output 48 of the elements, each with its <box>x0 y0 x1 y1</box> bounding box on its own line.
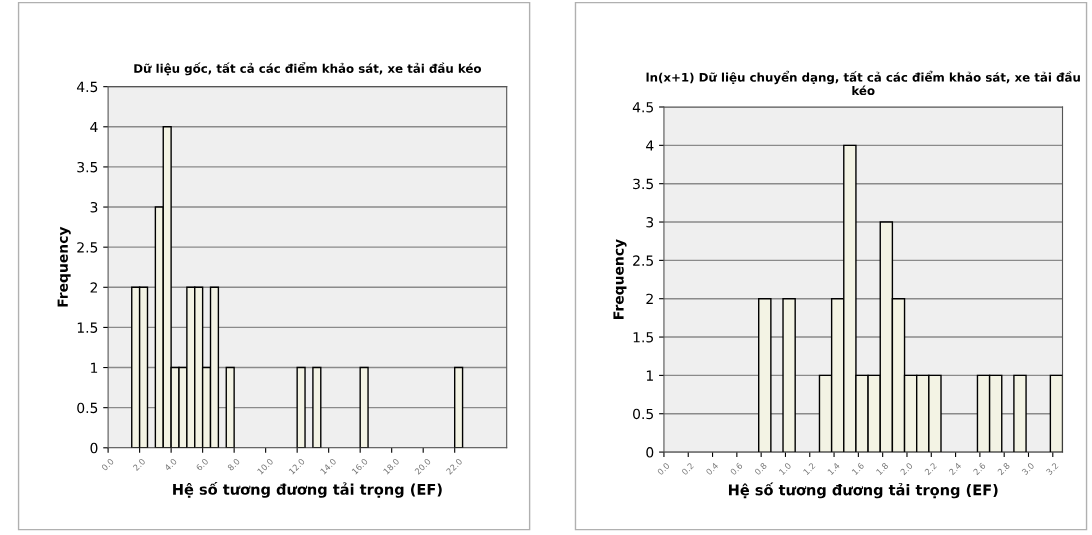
x-tick-label: 1.2 <box>802 462 816 475</box>
y-tick-label: 0 <box>90 442 98 454</box>
x-tick-label: 1.4 <box>827 462 841 475</box>
y-tick-label: 1 <box>91 362 98 373</box>
y-tick-label: 3.5 <box>633 178 653 190</box>
y-tick-label: 3.5 <box>77 161 98 173</box>
x-axis-title: Hệ số tương đương tải trọng (EF) <box>173 481 442 498</box>
x-tick-label: 0.4 <box>705 462 719 476</box>
y-tick-label: 2.5 <box>633 255 653 266</box>
x-tick-label: 8.0 <box>227 458 241 472</box>
x-axis-title: Hệ số tương đương tải trọng (EF) <box>728 482 998 499</box>
chart-title: ln(x+1) Dữ liệu chuyển dạng, tất cả các điểm khảo sát, xe tải đầu kéo <box>646 70 1080 96</box>
x-tick-label: 3.2 <box>1045 462 1059 476</box>
y-tick-label: 0.5 <box>77 402 98 414</box>
x-tick-label: 2.0 <box>132 458 146 472</box>
y-tick-label: 4 <box>646 140 654 151</box>
y-tick-label: 1.5 <box>77 322 98 333</box>
x-tick-label: 1.6 <box>851 462 865 476</box>
y-tick-label: 2 <box>90 282 97 293</box>
x-tick-label: 0.8 <box>754 462 768 476</box>
x-tick-label: 2.0 <box>899 462 913 476</box>
y-tick-label: 0 <box>646 447 654 458</box>
y-tick-label: 1 <box>646 370 653 381</box>
x-tick-label: 2.6 <box>972 462 986 476</box>
y-tick-label: 4.5 <box>76 81 98 93</box>
y-tick-label: 0.5 <box>633 408 653 420</box>
x-tick-label: 0.2 <box>681 462 695 476</box>
x-tick-label: 0.6 <box>729 462 743 476</box>
y-tick-label: 1.5 <box>633 332 653 343</box>
y-tick-label: 3 <box>90 202 98 213</box>
x-tick-label: 2.4 <box>948 462 962 476</box>
x-tick-label: 2.8 <box>997 462 1011 476</box>
x-tick-label: 6.0 <box>195 458 209 472</box>
y-tick-label: 4 <box>90 121 98 133</box>
x-tick-label: 3.0 <box>1021 462 1035 476</box>
x-tick-label: 0.0 <box>101 458 115 472</box>
y-tick-label: 4.5 <box>632 102 653 113</box>
x-tick-label: 2.2 <box>924 462 937 476</box>
chart-title: Dữ liệu gốc, tất cả các điểm khảo sát, xe tải đầu kéo <box>134 62 482 76</box>
x-tick-label: 4.0 <box>163 458 178 472</box>
y-tick-label: 2 <box>646 293 653 304</box>
x-tick-label: 1.8 <box>875 462 889 476</box>
y-tick-label: 2.5 <box>77 242 98 253</box>
y-tick-label: 3 <box>646 216 654 228</box>
x-tick-label: 1.0 <box>778 462 792 476</box>
x-tick-label: 0.0 <box>656 462 670 476</box>
y-axis-title: Frequency <box>57 226 71 307</box>
y-axis-title: Frequency <box>613 239 627 319</box>
